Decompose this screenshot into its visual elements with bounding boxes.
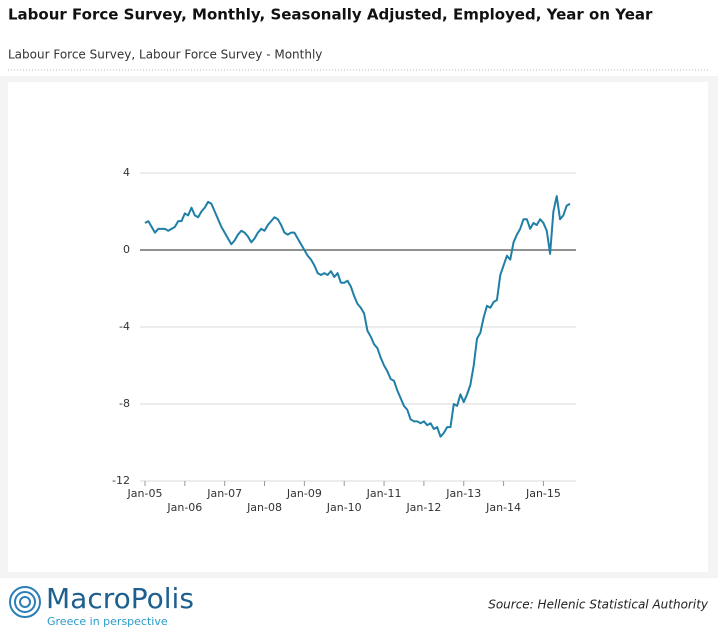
x-tick-label: Jan-12 (405, 501, 441, 514)
x-tick-label: Jan-05 (127, 487, 163, 500)
x-tick-label: Jan-14 (485, 501, 521, 514)
source: Source: Hellenic Statistical Authority (488, 598, 709, 612)
y-tick-label: -12 (112, 474, 130, 487)
y-tick-label: -8 (119, 397, 130, 410)
logo-brand: MacroPolis (46, 582, 194, 615)
y-tick-label: -4 (119, 320, 130, 333)
y-tick-label: 4 (123, 166, 130, 179)
x-tick-label: Jan-09 (286, 487, 322, 500)
x-tick-label: Jan-13 (445, 487, 481, 500)
x-tick-label: Jan-10 (326, 501, 362, 514)
logo-tagline: Greece in perspective (47, 615, 168, 628)
x-tick-label: Jan-08 (246, 501, 282, 514)
x-tick-label: Jan-07 (206, 487, 242, 500)
logo-icon (9, 586, 41, 618)
data-line (144, 195, 571, 438)
x-tick-label: Jan-06 (166, 501, 202, 514)
x-tick-label: Jan-15 (525, 487, 561, 500)
y-tick-label: 0 (123, 243, 130, 256)
x-tick-label: Jan-11 (366, 487, 402, 500)
chart-title: Labour Force Survey, Monthly, Seasonally… (8, 6, 653, 24)
chart-subtitle: Labour Force Survey, Labour Force Survey… (8, 48, 322, 62)
